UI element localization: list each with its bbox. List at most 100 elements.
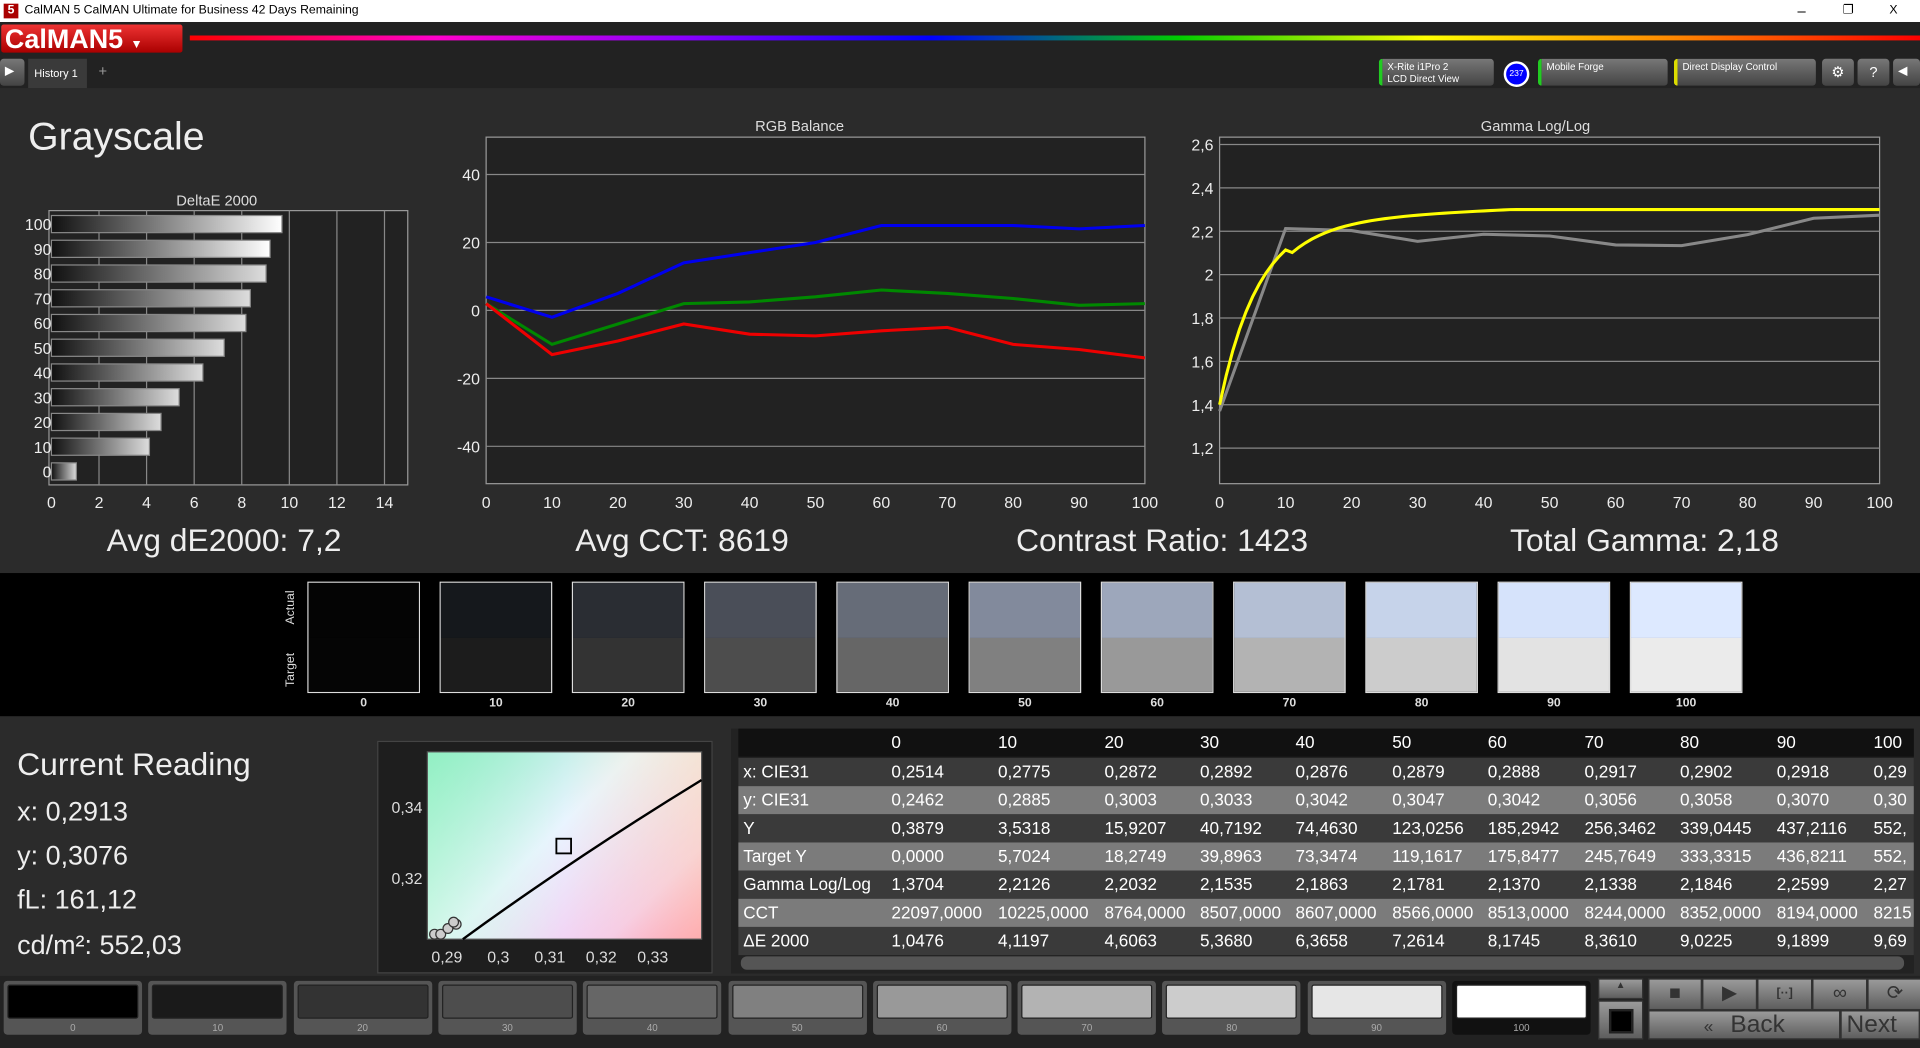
help-button[interactable]: ? xyxy=(1857,58,1890,86)
cie-plot-area xyxy=(426,751,703,940)
settings-button[interactable]: ⚙ xyxy=(1822,58,1854,86)
swatch-30[interactable] xyxy=(704,581,817,694)
patch-button-40[interactable]: 40 xyxy=(583,980,722,1035)
source-selector[interactable]: Mobile Forge xyxy=(1537,58,1668,86)
swatch-100[interactable] xyxy=(1629,581,1743,694)
table-cell: 245,7649 xyxy=(1584,846,1657,866)
patch-label: 60 xyxy=(936,1022,948,1034)
deltae-bar xyxy=(50,239,271,259)
stop-toggle-button[interactable] xyxy=(1597,1000,1644,1040)
swatch-0[interactable] xyxy=(307,581,421,694)
swatch-50[interactable] xyxy=(968,581,1082,694)
table-cell: 0 xyxy=(891,732,901,752)
scroll-up-button[interactable]: ▲ xyxy=(1597,978,1644,1000)
table-cell: 2,2032 xyxy=(1104,874,1157,894)
stop-button[interactable]: ■ xyxy=(1648,978,1703,1011)
actual-color xyxy=(1102,582,1213,638)
swatch-label: 70 xyxy=(1282,696,1297,711)
x-tick-label: 4 xyxy=(142,495,151,512)
x-tick-label: 6 xyxy=(190,495,199,512)
collapse-button[interactable]: ◀ xyxy=(1893,58,1920,86)
table-cell: 39,8963 xyxy=(1200,846,1262,866)
swatch-90[interactable] xyxy=(1497,581,1611,694)
x-tick-label: 50 xyxy=(807,495,825,512)
patch-button-80[interactable]: 80 xyxy=(1162,980,1301,1035)
swatch-80[interactable] xyxy=(1365,581,1478,694)
cie-gamut-background xyxy=(427,751,702,940)
restore-button[interactable]: ❐ xyxy=(1842,3,1854,18)
refresh-button[interactable]: ⟳ xyxy=(1867,978,1920,1011)
y-tick-label: 2,4 xyxy=(1191,181,1213,198)
y-tick-label: 1,6 xyxy=(1191,354,1213,371)
play-button[interactable]: ▶ xyxy=(1702,978,1758,1011)
table-cell: 74,4630 xyxy=(1295,817,1358,838)
swatch-70[interactable] xyxy=(1233,581,1346,694)
table-cell: 119,1617 xyxy=(1392,846,1463,866)
patch-button-20[interactable]: 20 xyxy=(293,980,432,1035)
calman-menu-button[interactable]: CalMAN5 ▼ xyxy=(1,24,183,53)
gamma-plot-area xyxy=(1218,136,1881,485)
x-tick-label: 0,29 xyxy=(431,949,462,966)
chevron-left-icon: ◀ xyxy=(1897,64,1908,79)
swatch-40[interactable] xyxy=(836,581,949,694)
close-button[interactable]: X xyxy=(1889,3,1898,18)
y-tick-label: 1,8 xyxy=(1191,311,1213,328)
minimize-button[interactable]: – xyxy=(1797,2,1806,20)
y-tick-label: 60 xyxy=(34,316,52,333)
x-tick-label: 40 xyxy=(741,495,759,512)
table-cell: 1,0476 xyxy=(891,930,944,951)
y-tick-label: 0 xyxy=(43,465,52,482)
deltae-bar xyxy=(50,412,162,432)
display-selector[interactable]: Direct Display Control xyxy=(1673,58,1816,86)
patch-button-50[interactable]: 50 xyxy=(727,980,867,1035)
target-color xyxy=(1631,637,1742,692)
patch-button-0[interactable]: 0 xyxy=(3,980,143,1035)
horizontal-scrollbar[interactable] xyxy=(740,956,1905,970)
gamma-chart-title: Gamma Log/Log xyxy=(1480,117,1591,135)
x-tick-label: 80 xyxy=(1004,495,1022,512)
table-cell: ΔE 2000 xyxy=(743,930,810,951)
patch-color xyxy=(297,984,429,1019)
patch-button-100[interactable]: 100 xyxy=(1452,980,1591,1035)
patch-button-10[interactable]: 10 xyxy=(148,980,287,1035)
swatch-10[interactable] xyxy=(439,581,553,694)
patch-label: 70 xyxy=(1081,1022,1093,1034)
x-tick-label: 90 xyxy=(1070,495,1088,512)
rainbow-bar xyxy=(189,35,1920,41)
table-cell: 5,3680 xyxy=(1200,930,1253,951)
x-tick-label: 0,3 xyxy=(487,949,509,966)
patch-button-90[interactable]: 90 xyxy=(1307,980,1446,1035)
patch-color xyxy=(586,984,718,1019)
patch-button-30[interactable]: 30 xyxy=(438,980,577,1035)
reading-fl: fL: 161,12 xyxy=(17,884,137,915)
table-cell: 2,1338 xyxy=(1584,874,1637,894)
x-tick-label: 14 xyxy=(376,495,394,512)
next-button[interactable]: Next xyxy=(1840,1010,1920,1040)
table-cell: 70 xyxy=(1584,732,1604,752)
back-button[interactable]: « Back xyxy=(1648,1010,1841,1040)
table-cell: 100 xyxy=(1873,732,1903,752)
table-cell: 8,3610 xyxy=(1584,930,1637,951)
measure-range-button[interactable]: [··] xyxy=(1757,978,1813,1011)
planckian-locus xyxy=(462,778,703,941)
patch-button-70[interactable]: 70 xyxy=(1017,980,1157,1035)
sidebar-toggle-button[interactable]: ▶ xyxy=(0,58,25,86)
swatch-60[interactable] xyxy=(1100,581,1214,694)
patch-button-60[interactable]: 60 xyxy=(872,980,1012,1035)
tab-history-1[interactable]: History 1 xyxy=(28,58,87,89)
table-cell: x: CIE31 xyxy=(743,761,810,782)
table-cell: 2,1781 xyxy=(1392,874,1445,894)
x-tick-label: 70 xyxy=(938,495,956,512)
next-label: Next xyxy=(1846,1011,1897,1039)
table-cell: 0,0000 xyxy=(891,846,944,866)
table-cell: 3,5318 xyxy=(997,817,1051,838)
table-cell: CCT xyxy=(743,902,779,923)
square-icon xyxy=(1608,1008,1633,1034)
swatch-20[interactable] xyxy=(571,581,685,694)
table-cell: 1,3704 xyxy=(891,874,944,894)
continuous-button[interactable]: ∞ xyxy=(1812,978,1868,1011)
meter-badge[interactable]: 237 xyxy=(1503,61,1530,87)
add-tab-button[interactable]: + xyxy=(98,62,108,80)
reading-y: y: 0,3076 xyxy=(17,840,128,871)
meter-selector[interactable]: X-Rite i1Pro 2 LCD Direct View xyxy=(1378,58,1494,86)
